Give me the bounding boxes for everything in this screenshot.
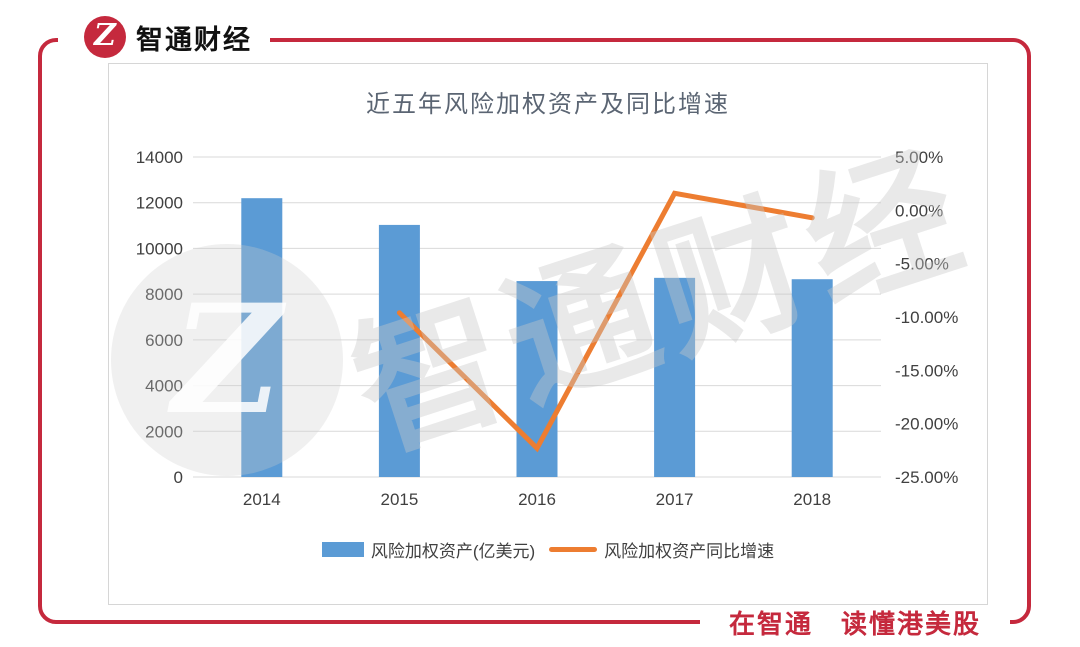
z-glyph-icon: Z	[94, 18, 116, 53]
bar-2018	[791, 279, 833, 477]
brand-logo-icon: Z	[84, 16, 126, 58]
chart-legend: 风险加权资产(亿美元) 风险加权资产同比增速	[109, 537, 987, 562]
brand-logo: Z 智通财经	[84, 16, 252, 58]
right-axis-tick-label: 5.00%	[895, 148, 943, 167]
x-axis-tick-label: 2015	[380, 490, 418, 509]
combo-chart: 14000 12000 10000 8000 6000 4000 2000 0 5.00% 0.0…	[136, 148, 959, 509]
bar-2015	[378, 224, 420, 477]
left-axis-tick-label: 12000	[136, 194, 183, 213]
right-axis-tick-label: -20.00%	[895, 415, 958, 434]
left-axis-tick-label: 6000	[145, 331, 183, 350]
right-axis-tick-label: -10.00%	[895, 308, 958, 327]
chart-title: 近五年风险加权资产及同比增速	[366, 91, 730, 118]
x-axis-tick-label: 2016	[518, 490, 556, 509]
brand-frame-border	[38, 38, 1031, 624]
bar-2014	[241, 198, 283, 477]
left-axis-tick-label: 8000	[145, 285, 183, 304]
x-axis-tick-label: 2018	[793, 490, 831, 509]
legend-line-swatch-icon	[549, 547, 598, 552]
left-axis-tick-label: 14000	[136, 148, 183, 167]
legend-line-label: 风险加权资产同比增速	[604, 542, 775, 561]
legend-bar-label: 风险加权资产(亿美元)	[370, 542, 536, 561]
chart-panel: 近五年风险加权资产及同比增速 14000 12000 10000 8000 6000 40…	[108, 63, 988, 605]
right-axis-tick-label: -5.00%	[895, 255, 949, 274]
right-axis-tick-label: -25.00%	[895, 468, 958, 487]
right-axis-tick-label: -15.00%	[895, 361, 958, 380]
brand-name: 智通财经	[136, 24, 252, 55]
left-axis-tick-label: 4000	[145, 377, 183, 396]
left-axis-tick-label: 2000	[145, 422, 183, 441]
left-axis-tick-label: 10000	[136, 239, 183, 258]
legend-bar-swatch-icon	[321, 542, 364, 557]
slogan-background	[700, 600, 1010, 646]
brand-slogan: 在智通 读懂港美股	[728, 609, 981, 639]
right-axis-tick-label: 0.00%	[895, 201, 943, 220]
x-axis-tick-label: 2014	[243, 490, 281, 509]
growth-line	[396, 190, 815, 453]
bar-2017	[654, 277, 696, 477]
left-axis-tick-label: 0	[174, 468, 183, 487]
x-axis-tick-label: 2017	[656, 490, 694, 509]
